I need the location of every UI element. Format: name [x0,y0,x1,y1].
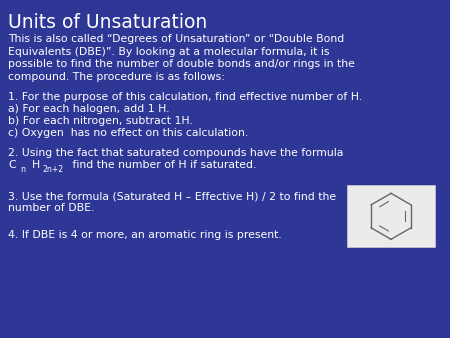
Text: compound. The procedure is as follows:: compound. The procedure is as follows: [8,72,225,82]
Text: number of DBE.: number of DBE. [8,203,94,214]
Text: H: H [32,160,40,170]
Text: 4. If DBE is 4 or more, an aromatic ring is present.: 4. If DBE is 4 or more, an aromatic ring… [8,230,282,240]
Text: This is also called “Degrees of Unsaturation” or “Double Bond: This is also called “Degrees of Unsatura… [8,34,344,44]
Text: 2. Using the fact that saturated compounds have the formula: 2. Using the fact that saturated compoun… [8,148,343,158]
Text: C: C [8,160,16,170]
Text: 1. For the purpose of this calculation, find effective number of H.: 1. For the purpose of this calculation, … [8,92,362,102]
Text: a) For each halogen, add 1 H.: a) For each halogen, add 1 H. [8,104,170,114]
Text: Equivalents (DBE)”. By looking at a molecular formula, it is: Equivalents (DBE)”. By looking at a mole… [8,47,329,57]
Text: 2n+2: 2n+2 [42,165,63,174]
Text: 3. Use the formula (Saturated H – Effective H) / 2 to find the: 3. Use the formula (Saturated H – Effect… [8,191,336,201]
Text: Units of Unsaturation: Units of Unsaturation [8,13,207,32]
Text: n: n [21,165,26,174]
Text: possible to find the number of double bonds and/or rings in the: possible to find the number of double bo… [8,59,355,70]
Text: b) For each nitrogen, subtract 1H.: b) For each nitrogen, subtract 1H. [8,116,193,126]
Text: c) Oxygen  has no effect on this calculation.: c) Oxygen has no effect on this calculat… [8,128,248,139]
Bar [347,185,435,247]
Text: find the number of H if saturated.: find the number of H if saturated. [69,160,256,170]
